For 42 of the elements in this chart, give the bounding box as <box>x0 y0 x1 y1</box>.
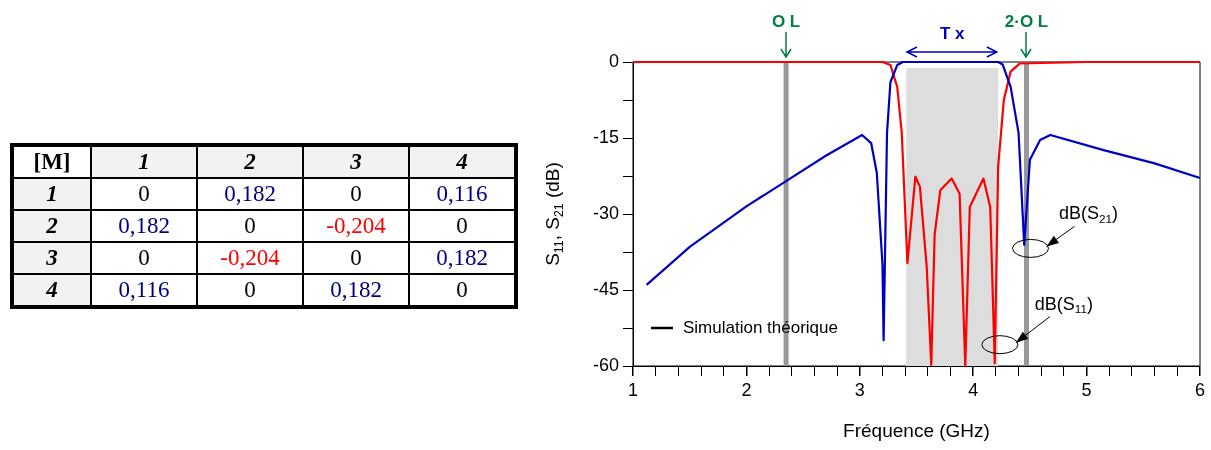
band-label: T x <box>939 23 966 43</box>
x-axis-title: Fréquence (GHz) <box>843 420 990 442</box>
data-label: 0 <box>91 242 197 274</box>
x-tick-label: 4 <box>968 379 979 400</box>
y-tick-label: -15 <box>592 126 619 147</box>
data-label: 0 <box>409 210 516 242</box>
y-tick-label: -45 <box>592 278 619 299</box>
chart-title: [M] <box>12 145 91 178</box>
y-tick-label: -60 <box>592 354 619 375</box>
x-tick-label: 6 <box>1194 379 1206 400</box>
x-tick-label: 4 <box>409 145 516 178</box>
data-label: 0 <box>303 178 409 210</box>
data-label: 0,182 <box>303 274 409 307</box>
data-label: -0,204 <box>197 242 303 274</box>
data-label: 0 <box>91 178 197 210</box>
y-tick-label: 3 <box>12 242 91 274</box>
x-tick-label: 2 <box>197 145 303 178</box>
x-tick-label: 2 <box>741 379 752 400</box>
ref-line-label: 2·O L <box>1004 11 1049 31</box>
data-label: 0 <box>409 274 516 307</box>
y-tick-label: 0 <box>608 50 619 71</box>
y-axis-title: S11, S21 (dB) <box>542 162 567 266</box>
y-tick-label: 4 <box>12 274 91 307</box>
y-tick-label: 1 <box>12 178 91 210</box>
ref-line-label: O L <box>771 11 801 31</box>
x-tick-label: 3 <box>303 145 409 178</box>
data-label: 0,182 <box>197 178 303 210</box>
data-label: 0,116 <box>409 178 516 210</box>
y-tick-label: -30 <box>592 202 619 223</box>
x-tick-label: 1 <box>627 379 639 400</box>
data-label: 0 <box>197 274 303 307</box>
data-label: 0,182 <box>409 242 516 274</box>
data-label: 0 <box>303 242 409 274</box>
y-tick-label: 2 <box>12 210 91 242</box>
data-label: 0,182 <box>91 210 197 242</box>
data-label: 0 <box>197 210 303 242</box>
data-label: 0,116 <box>91 274 197 307</box>
x-tick-label: 5 <box>1081 379 1092 400</box>
x-tick-label: 1 <box>91 145 197 178</box>
data-label: -0,204 <box>303 210 409 242</box>
annotation: Simulation théorique <box>683 317 838 337</box>
x-tick-label: 3 <box>854 379 865 400</box>
